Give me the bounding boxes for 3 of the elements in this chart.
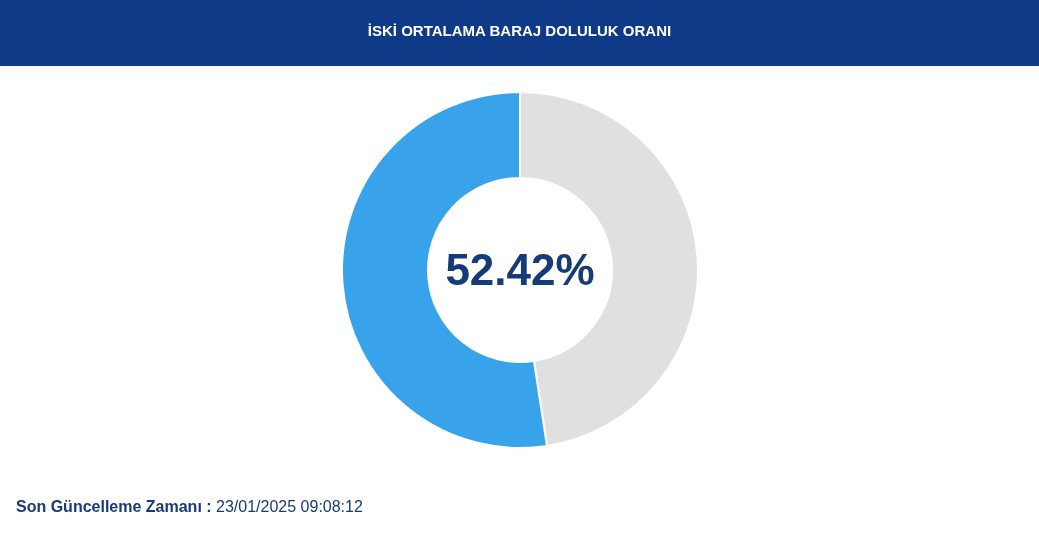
data-label: 52.42% [445,245,595,295]
text: Son Güncelleme Zamanı : 23/01/2025 09:08:12 [16,498,363,515]
chart-title: İSKİ ORTALAMA BARAJ DOLULUK ORANI [367,22,672,40]
